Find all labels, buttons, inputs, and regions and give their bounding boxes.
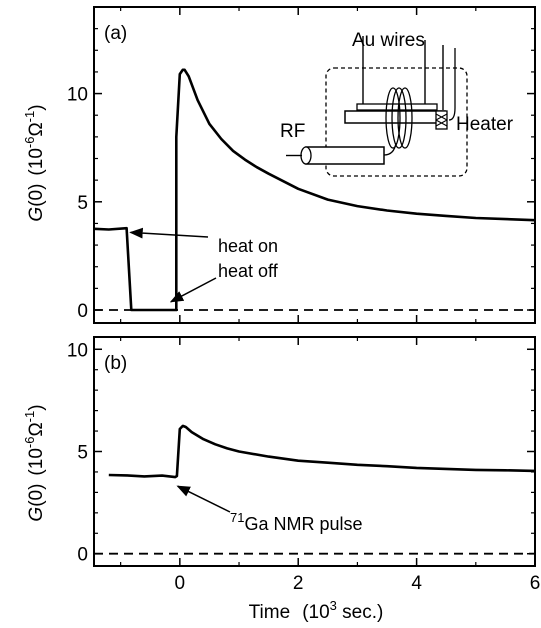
annotation-nmr-pulse: 71Ga NMR pulse: [230, 510, 363, 534]
y-tick-label: 5: [77, 193, 88, 214]
plot-frame-a: [93, 6, 536, 324]
y-tick-label: 5: [77, 443, 88, 464]
arrow-nmr-pulse: [176, 485, 231, 513]
y-tick-label: 10: [67, 340, 88, 361]
panel-a: 0 5 10 (a) heat on heat off: [67, 6, 536, 324]
sample-plate: [344, 110, 446, 124]
y-tick-label: 0: [77, 301, 88, 322]
x-tick-label: 0: [175, 573, 186, 594]
inset-diagram: Au wires RF Heater: [280, 30, 514, 177]
inset-label-heater: Heater: [456, 114, 514, 135]
y-axis-label-a: G(0)(10-6Ω-1): [22, 104, 47, 221]
heater-lead: [448, 48, 456, 121]
panel-b: 0 5 10 0 2 4 6 (b) 71Ga NMR pulse: [67, 336, 541, 594]
y-tick-label: 10: [67, 85, 88, 106]
annotation-heat-off: heat off: [218, 261, 279, 281]
x-axis-label: Time (103 sec.): [249, 598, 384, 623]
heater-block: [435, 110, 448, 130]
rf-coil-lead: [383, 142, 397, 156]
panel-label-b: (b): [104, 353, 127, 374]
conductance-trace-b: [108, 424, 536, 479]
conductance-trace-a: [93, 68, 536, 312]
inset-dashed-box: [325, 67, 468, 177]
y-axis-label-b: G(0)(10-6Ω-1): [22, 404, 47, 521]
arrow-heat-on: [129, 227, 209, 239]
panel-label-a: (a): [104, 23, 127, 44]
rf-coax: [305, 146, 385, 165]
annotation-heat-on: heat on: [218, 236, 278, 256]
x-tick-label: 2: [293, 573, 304, 594]
heater-hatch: [435, 113, 448, 127]
sample-chip: [356, 103, 438, 111]
rf-coax-end: [300, 146, 312, 165]
rf-coil-turn: [385, 87, 401, 149]
inset-label-rf: RF: [280, 121, 305, 142]
x-tick-label: 6: [530, 573, 541, 594]
inset-label-au-wires: Au wires: [352, 30, 425, 51]
y-tick-label: 0: [77, 545, 88, 566]
rf-coil-turn: [397, 87, 413, 149]
arrow-heat-off: [169, 277, 217, 303]
rf-coil-turn: [391, 87, 407, 149]
x-tick-label: 4: [411, 573, 422, 594]
